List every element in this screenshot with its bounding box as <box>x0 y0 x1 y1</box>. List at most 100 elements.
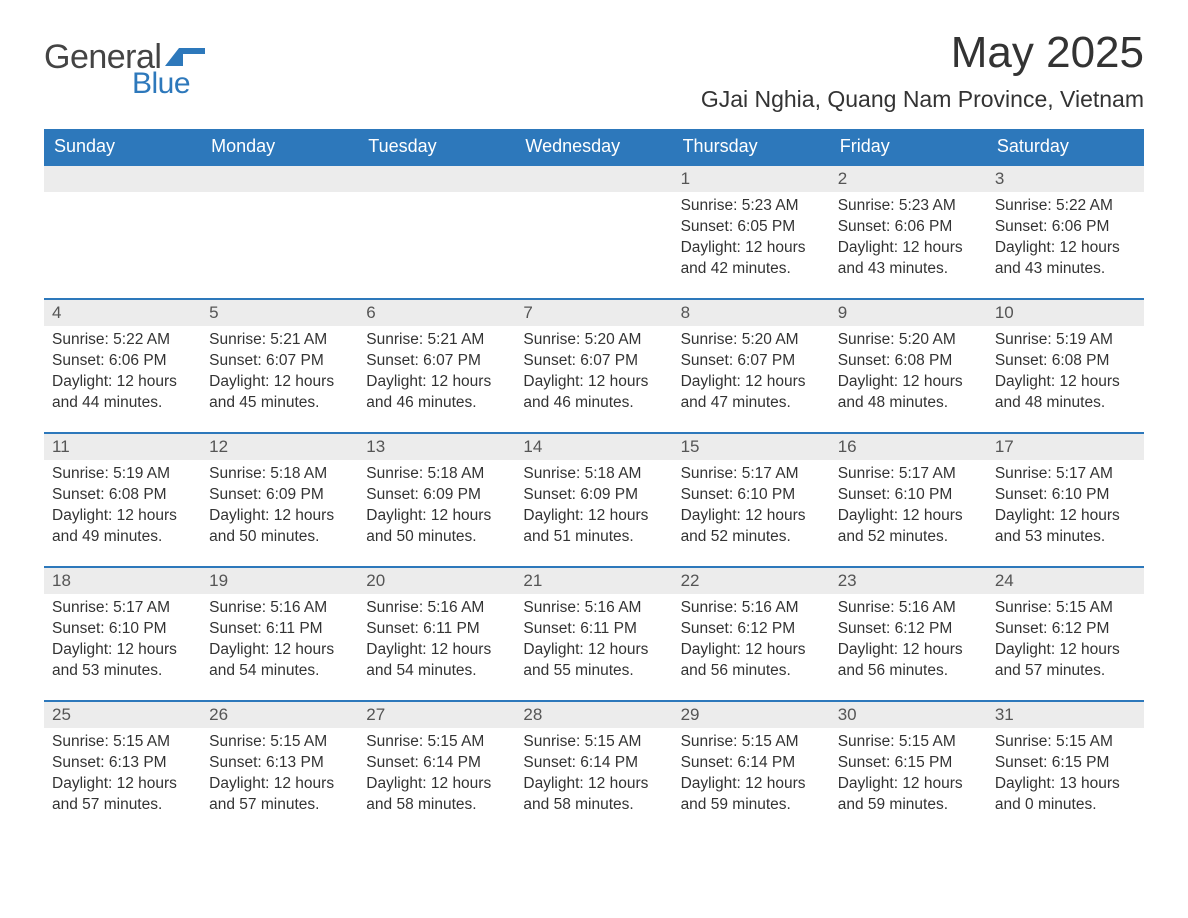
sunset-line: Sunset: 6:12 PM <box>681 619 822 640</box>
calendar-day-cell: 30Sunrise: 5:15 AMSunset: 6:15 PMDayligh… <box>830 700 987 834</box>
calendar-day-cell: 22Sunrise: 5:16 AMSunset: 6:12 PMDayligh… <box>673 566 830 700</box>
sunset-line: Sunset: 6:11 PM <box>209 619 350 640</box>
calendar-day-cell: 13Sunrise: 5:18 AMSunset: 6:09 PMDayligh… <box>358 432 515 566</box>
daylight-line: Daylight: 12 hours and 51 minutes. <box>523 506 664 548</box>
daylight-line: Daylight: 12 hours and 58 minutes. <box>366 774 507 816</box>
day-details: Sunrise: 5:21 AMSunset: 6:07 PMDaylight:… <box>358 326 515 420</box>
weekday-header: Saturday <box>987 129 1144 164</box>
sunrise-line: Sunrise: 5:19 AM <box>52 464 193 485</box>
sunset-line: Sunset: 6:09 PM <box>523 485 664 506</box>
calendar-day-cell: 31Sunrise: 5:15 AMSunset: 6:15 PMDayligh… <box>987 700 1144 834</box>
day-number: 30 <box>830 700 987 728</box>
sunset-line: Sunset: 6:11 PM <box>366 619 507 640</box>
calendar-day-cell: 3Sunrise: 5:22 AMSunset: 6:06 PMDaylight… <box>987 164 1144 298</box>
day-details: Sunrise: 5:17 AMSunset: 6:10 PMDaylight:… <box>44 594 201 688</box>
daylight-line: Daylight: 12 hours and 47 minutes. <box>681 372 822 414</box>
day-number: 25 <box>44 700 201 728</box>
daylight-line: Daylight: 12 hours and 55 minutes. <box>523 640 664 682</box>
sunset-line: Sunset: 6:07 PM <box>209 351 350 372</box>
sunrise-line: Sunrise: 5:15 AM <box>366 732 507 753</box>
calendar-day-cell: 17Sunrise: 5:17 AMSunset: 6:10 PMDayligh… <box>987 432 1144 566</box>
calendar-day-cell: 18Sunrise: 5:17 AMSunset: 6:10 PMDayligh… <box>44 566 201 700</box>
daylight-line: Daylight: 12 hours and 53 minutes. <box>52 640 193 682</box>
sunrise-line: Sunrise: 5:18 AM <box>209 464 350 485</box>
daylight-line: Daylight: 12 hours and 59 minutes. <box>838 774 979 816</box>
sunrise-line: Sunrise: 5:16 AM <box>681 598 822 619</box>
day-number: 18 <box>44 566 201 594</box>
sunrise-line: Sunrise: 5:23 AM <box>681 196 822 217</box>
day-details: Sunrise: 5:23 AMSunset: 6:05 PMDaylight:… <box>673 192 830 286</box>
calendar-day-cell <box>515 164 672 298</box>
day-details <box>201 192 358 202</box>
calendar-day-cell: 27 Sunrise: 5:15 AMSunset: 6:14 PMDayligh… <box>358 700 515 834</box>
sunrise-line: Sunrise: 5:15 AM <box>838 732 979 753</box>
day-details: Sunrise: 5:16 AMSunset: 6:12 PMDaylight:… <box>673 594 830 688</box>
sunset-line: Sunset: 6:05 PM <box>681 217 822 238</box>
calendar-day-cell <box>44 164 201 298</box>
day-number: 23 <box>830 566 987 594</box>
day-details: Sunrise: 5:17 AMSunset: 6:10 PMDaylight:… <box>673 460 830 554</box>
sunrise-line: Sunrise: 5:18 AM <box>366 464 507 485</box>
daylight-line: Daylight: 12 hours and 56 minutes. <box>681 640 822 682</box>
sunrise-line: Sunrise: 5:16 AM <box>366 598 507 619</box>
calendar-day-cell: 25Sunrise: 5:15 AMSunset: 6:13 PMDayligh… <box>44 700 201 834</box>
daylight-line: Daylight: 12 hours and 58 minutes. <box>523 774 664 816</box>
day-number <box>201 164 358 192</box>
day-details: Sunrise: 5:20 AMSunset: 6:08 PMDaylight:… <box>830 326 987 420</box>
day-details: Sunrise: 5:15 AMSunset: 6:13 PMDaylight:… <box>201 728 358 822</box>
day-details: Sunrise: 5:16 AMSunset: 6:11 PMDaylight:… <box>201 594 358 688</box>
day-number: 5 <box>201 298 358 326</box>
day-details: Sunrise: 5:16 AMSunset: 6:12 PMDaylight:… <box>830 594 987 688</box>
calendar-day-cell: 29Sunrise: 5:15 AMSunset: 6:14 PMDayligh… <box>673 700 830 834</box>
day-details: Sunrise: 5:17 AMSunset: 6:10 PMDaylight:… <box>830 460 987 554</box>
daylight-line: Daylight: 12 hours and 54 minutes. <box>366 640 507 682</box>
calendar-day-cell: 26Sunrise: 5:15 AMSunset: 6:13 PMDayligh… <box>201 700 358 834</box>
sunrise-line: Sunrise: 5:16 AM <box>838 598 979 619</box>
title-block: May 2025 GJai Nghia, Quang Nam Province,… <box>701 28 1144 123</box>
calendar-day-cell: 21Sunrise: 5:16 AMSunset: 6:11 PMDayligh… <box>515 566 672 700</box>
calendar-day-cell: 28Sunrise: 5:15 AMSunset: 6:14 PMDayligh… <box>515 700 672 834</box>
calendar-week-row: 25Sunrise: 5:15 AMSunset: 6:13 PMDayligh… <box>44 700 1144 834</box>
sunrise-line: Sunrise: 5:19 AM <box>995 330 1136 351</box>
sunrise-line: Sunrise: 5:15 AM <box>209 732 350 753</box>
day-number: 20 <box>358 566 515 594</box>
day-number: 19 <box>201 566 358 594</box>
sunset-line: Sunset: 6:08 PM <box>52 485 193 506</box>
sunrise-line: Sunrise: 5:15 AM <box>995 598 1136 619</box>
calendar-week-row: 18Sunrise: 5:17 AMSunset: 6:10 PMDayligh… <box>44 566 1144 700</box>
day-details: Sunrise: 5:17 AMSunset: 6:10 PMDaylight:… <box>987 460 1144 554</box>
brand-logo: General Blue <box>44 38 205 101</box>
day-number: 17 <box>987 432 1144 460</box>
daylight-line: Daylight: 12 hours and 53 minutes. <box>995 506 1136 548</box>
brand-word-blue: Blue <box>132 67 190 101</box>
sunset-line: Sunset: 6:07 PM <box>523 351 664 372</box>
day-number: 27 <box>358 700 515 728</box>
sunrise-line: Sunrise: 5:20 AM <box>838 330 979 351</box>
daylight-line: Daylight: 12 hours and 57 minutes. <box>52 774 193 816</box>
sunset-line: Sunset: 6:10 PM <box>681 485 822 506</box>
weekday-header: Friday <box>830 129 987 164</box>
calendar-day-cell: 12Sunrise: 5:18 AMSunset: 6:09 PMDayligh… <box>201 432 358 566</box>
sunset-line: Sunset: 6:10 PM <box>52 619 193 640</box>
day-number: 8 <box>673 298 830 326</box>
sunset-line: Sunset: 6:07 PM <box>366 351 507 372</box>
month-title: May 2025 <box>701 28 1144 78</box>
sunrise-line: Sunrise: 5:15 AM <box>52 732 193 753</box>
sunset-line: Sunset: 6:13 PM <box>209 753 350 774</box>
calendar-week-row: 11Sunrise: 5:19 AMSunset: 6:08 PMDayligh… <box>44 432 1144 566</box>
sunset-line: Sunset: 6:07 PM <box>681 351 822 372</box>
sunrise-line: Sunrise: 5:17 AM <box>838 464 979 485</box>
day-number: 14 <box>515 432 672 460</box>
day-details: Sunrise: 5:19 AMSunset: 6:08 PMDaylight:… <box>987 326 1144 420</box>
daylight-line: Daylight: 12 hours and 52 minutes. <box>681 506 822 548</box>
weekday-header: Monday <box>201 129 358 164</box>
daylight-line: Daylight: 12 hours and 43 minutes. <box>838 238 979 280</box>
day-number: 6 <box>358 298 515 326</box>
sunrise-line: Sunrise: 5:22 AM <box>52 330 193 351</box>
calendar-day-cell: 20 Sunrise: 5:16 AMSunset: 6:11 PMDayligh… <box>358 566 515 700</box>
sunset-line: Sunset: 6:14 PM <box>366 753 507 774</box>
daylight-line: Daylight: 12 hours and 57 minutes. <box>209 774 350 816</box>
sunrise-line: Sunrise: 5:16 AM <box>523 598 664 619</box>
day-number: 3 <box>987 164 1144 192</box>
day-details: Sunrise: 5:19 AMSunset: 6:08 PMDaylight:… <box>44 460 201 554</box>
